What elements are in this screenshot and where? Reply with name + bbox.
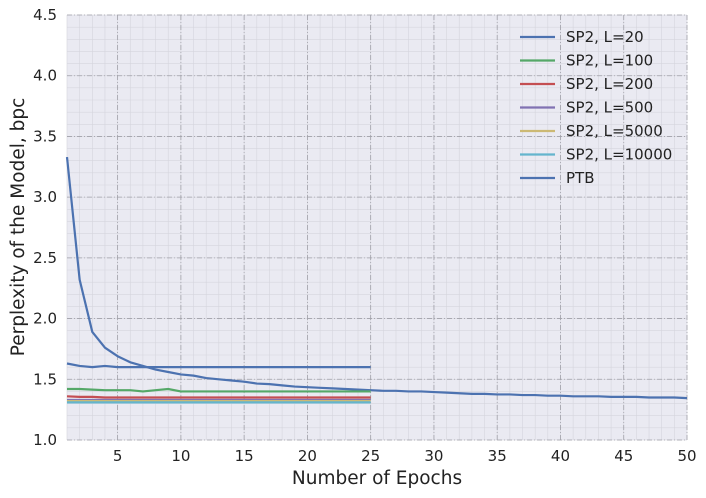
x-tick-label: 45 (614, 447, 633, 465)
y-tick-label: 1.0 (33, 431, 57, 449)
x-tick-label: 20 (298, 447, 317, 465)
x-tick-label: 5 (113, 447, 123, 465)
y-tick-labels: 1.0 1.5 2.0 2.5 3.0 3.5 4.0 4.5 (33, 6, 57, 449)
x-tick-label: 35 (488, 447, 507, 465)
y-axis-title: Perplexity of the Model, bpc (8, 98, 29, 357)
legend-label: SP2, L=200 (566, 75, 653, 93)
major-grid (67, 14, 688, 441)
legend: SP2, L=20 SP2, L=100 SP2, L=200 SP2, L=500 S… (520, 28, 672, 187)
x-tick-label: 10 (171, 447, 190, 465)
legend-label: SP2, L=100 (566, 52, 653, 70)
x-tick-label: 50 (677, 447, 696, 465)
y-tick-label: 2.0 (33, 310, 57, 328)
y-tick-label: 1.5 (33, 370, 57, 388)
x-tick-label: 25 (361, 447, 380, 465)
x-tick-labels: 5 10 15 20 25 30 35 40 45 50 (113, 447, 697, 465)
series-line-ptb (65, 156, 688, 400)
series-line-sp2-l-200 (66, 395, 371, 399)
y-tick-label: 3.5 (33, 127, 57, 145)
y-tick-label: 4.0 (33, 67, 57, 85)
legend-label: SP2, L=500 (566, 99, 653, 117)
legend-label: PTB (566, 169, 595, 187)
series-line-sp2-l-100 (67, 387, 371, 393)
y-tick-label: 3.0 (33, 188, 57, 206)
legend-label: SP2, L=20 (566, 28, 644, 46)
legend-label: SP2, L=5000 (566, 122, 663, 140)
x-axis-title: Number of Epochs (292, 468, 462, 489)
y-tick-label: 2.5 (33, 249, 57, 267)
y-tick-label: 4.5 (33, 6, 57, 24)
series-layer (65, 156, 688, 404)
x-tick-label: 40 (551, 447, 570, 465)
x-tick-label: 15 (235, 447, 254, 465)
legend-label: SP2, L=10000 (566, 146, 672, 164)
plot-background (67, 15, 687, 440)
series-line-sp2-l-20 (66, 362, 371, 369)
x-tick-label: 30 (424, 447, 443, 465)
